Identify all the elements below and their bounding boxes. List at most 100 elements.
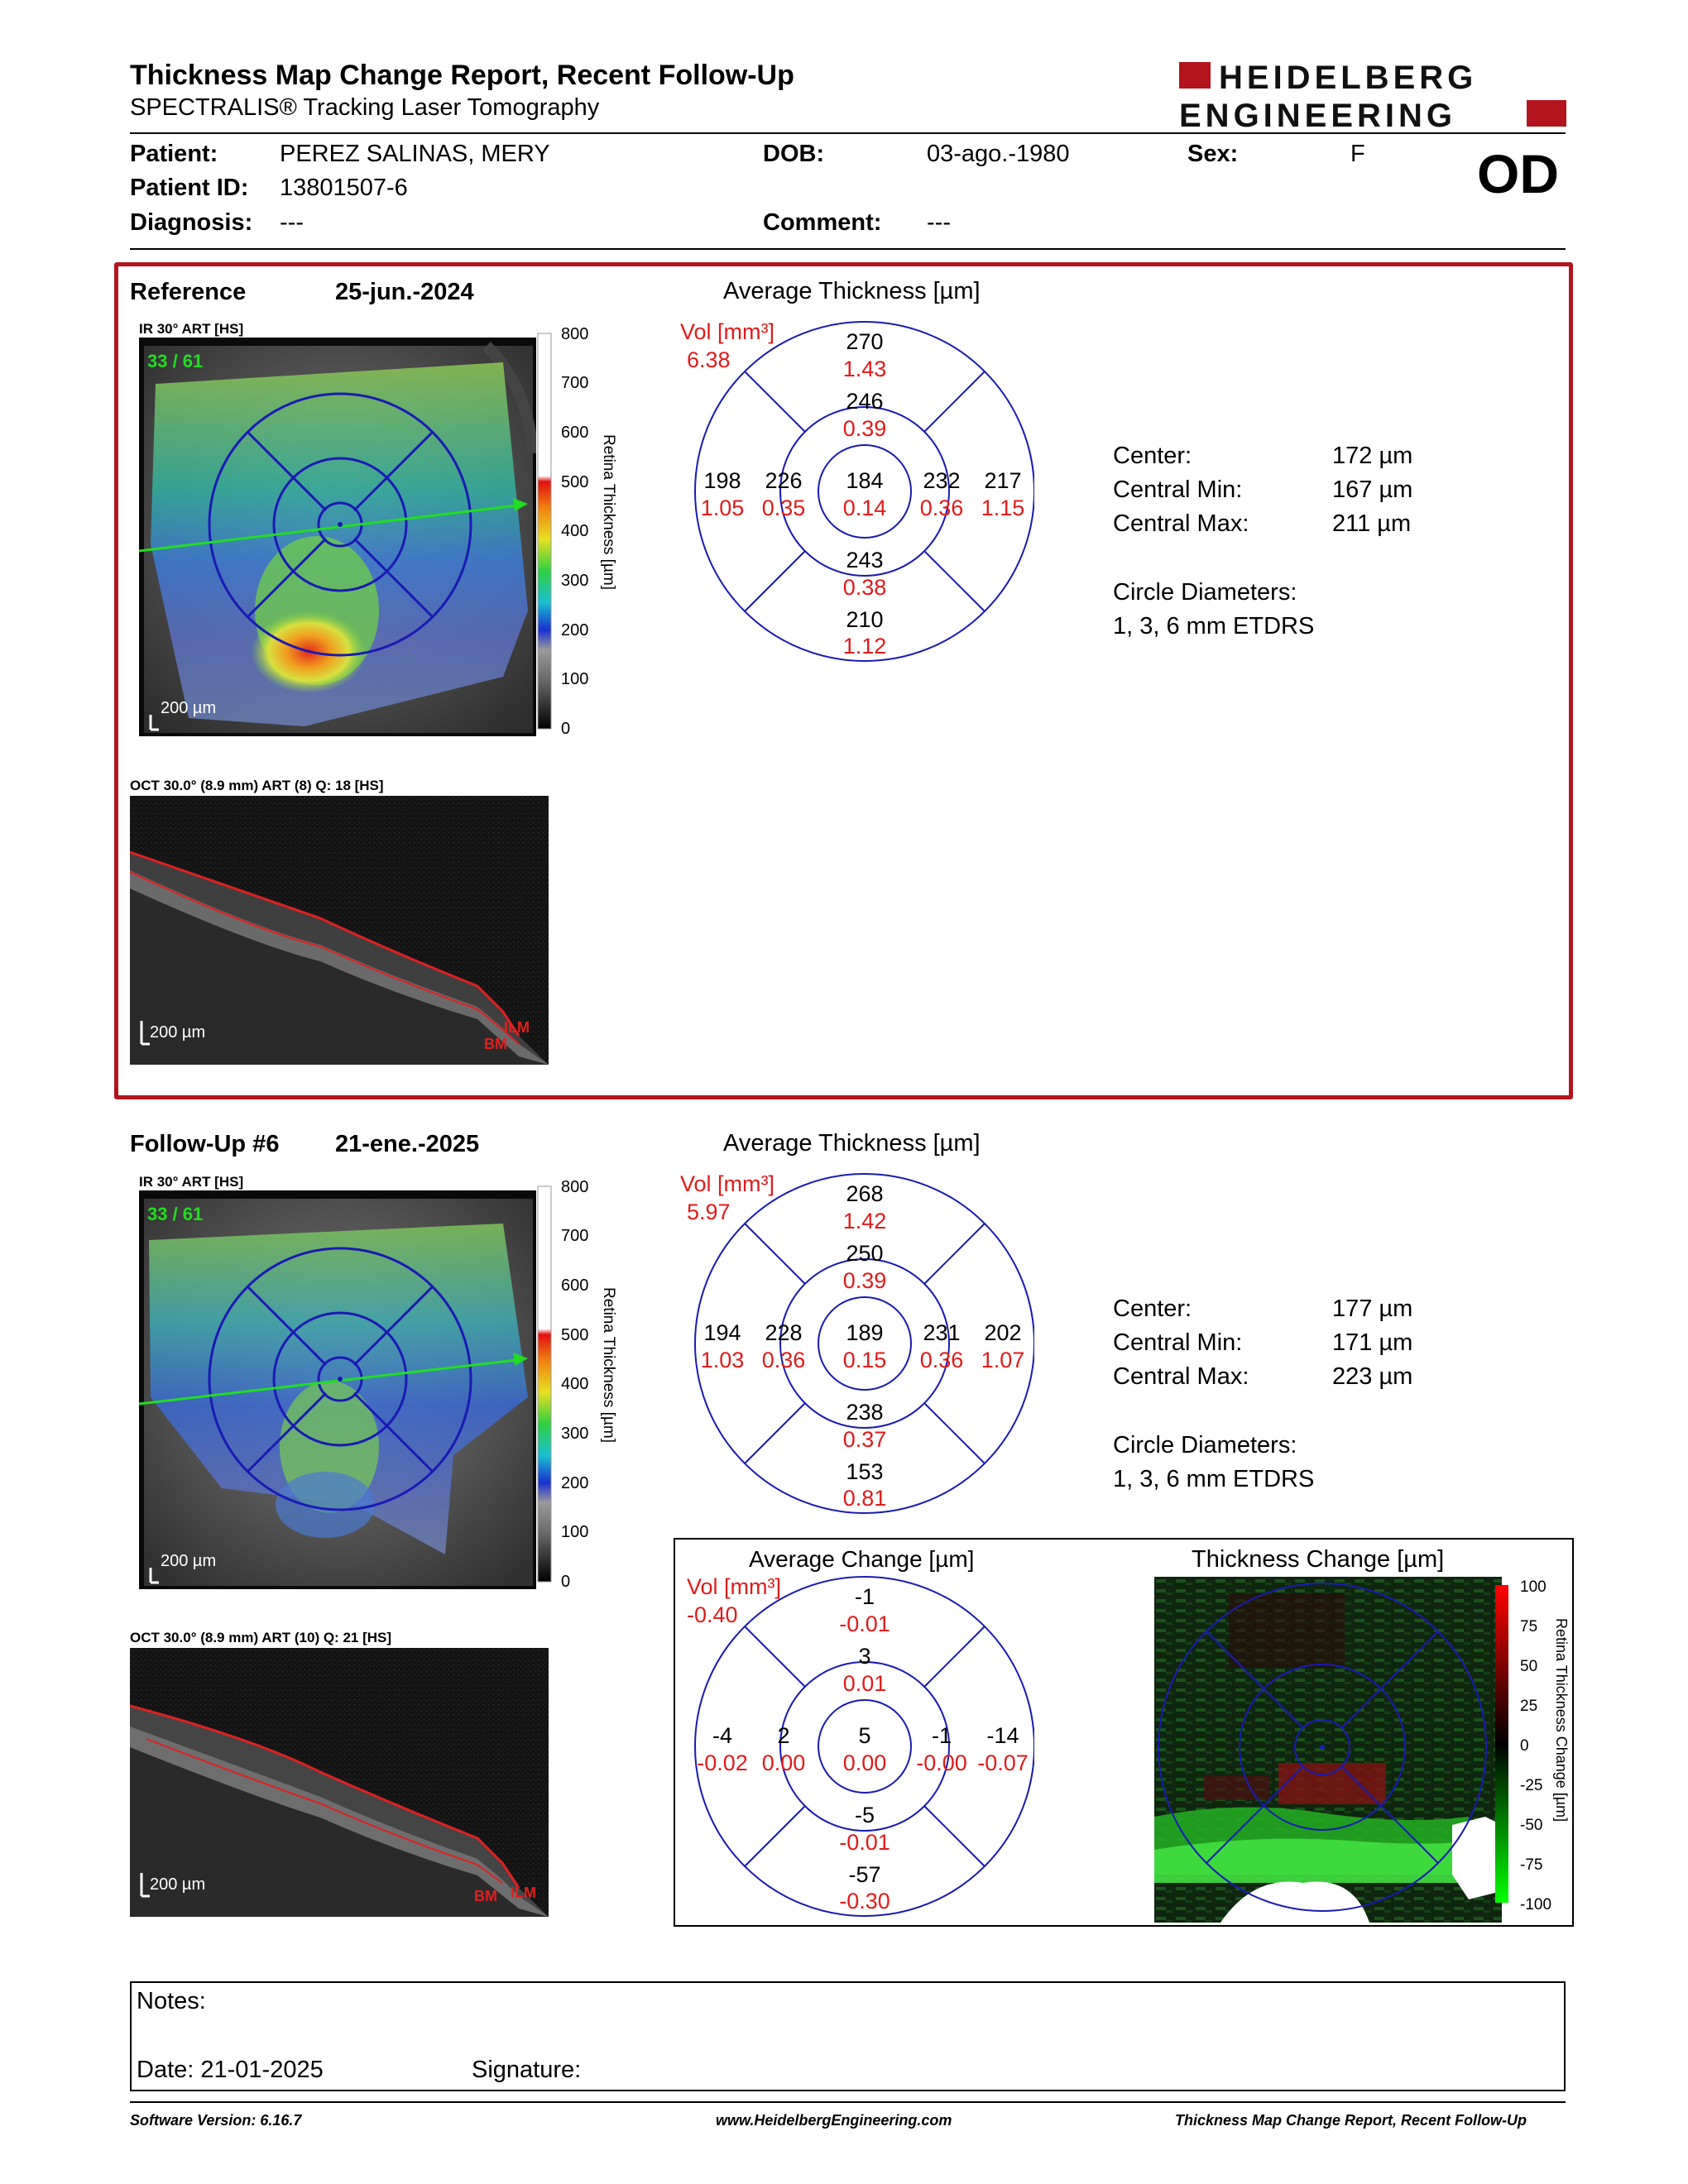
- logo-line1: HEIDELBERG: [1219, 60, 1477, 96]
- change-etdrs-grid: Vol [mm³] -0.40 -1 -0.01 3 0.01 -4 -0.02…: [687, 1574, 1034, 1917]
- center-value: 177 µm: [1332, 1296, 1413, 1322]
- nasal-outer-thickness: 202: [984, 1320, 1021, 1345]
- nasal-inner-thickness: 231: [923, 1320, 960, 1345]
- vol-total: 6.38: [687, 347, 731, 372]
- center-vol-change: 0.00: [843, 1751, 887, 1775]
- colorbar-tick: 200: [561, 621, 588, 639]
- date-label: Date: 21-01-2025: [137, 2057, 324, 2083]
- comment-label: Comment:: [763, 209, 882, 236]
- central-min-value: 167 µm: [1332, 477, 1413, 503]
- followup-etdrs-grid: Vol [mm³] 5.97 268 1.42 250 0.39 194 1.0…: [680, 1171, 1034, 1514]
- vol-label: Vol [mm³]: [687, 1574, 781, 1599]
- change-panel: [674, 1538, 1574, 1927]
- temporal-inner-volume: 0.35: [762, 496, 806, 520]
- colorbar-tick: 300: [561, 572, 588, 590]
- nasal-inner-thickness: 232: [923, 468, 960, 493]
- nasal-inner-volume: 0.36: [920, 1348, 964, 1372]
- notes-box[interactable]: [130, 1981, 1566, 2091]
- superior-outer-volume: 1.43: [843, 357, 887, 381]
- temporal-inner-thickness: 228: [765, 1320, 802, 1345]
- patient-id-label: Patient ID:: [130, 175, 249, 201]
- nasal-outer-vol-change: -0.07: [977, 1751, 1029, 1775]
- followup-ir-label: IR 30° ART [HS]: [139, 1174, 244, 1190]
- colorbar-tick: 300: [561, 1425, 588, 1443]
- notes-label: Notes:: [137, 1988, 206, 2014]
- superior-inner-change: 3: [858, 1644, 870, 1669]
- circle-diameters-label: Circle Diameters:: [1113, 1432, 1297, 1458]
- colorbar-tick: 0: [1520, 1737, 1529, 1755]
- followup-colorbar: 800 700 600 500 400 300 200 100 0 Retina…: [537, 1180, 617, 1591]
- footer-divider: [130, 2101, 1566, 2103]
- colorbar-tick: 400: [561, 522, 588, 540]
- followup-date: 21-ene.-2025: [335, 1131, 480, 1157]
- temporal-outer-vol-change: -0.02: [697, 1751, 748, 1775]
- colorbar-tick: 200: [561, 1474, 588, 1492]
- colorbar-tick: 600: [561, 424, 588, 442]
- report-title: Thickness Map Change Report, Recent Foll…: [130, 60, 794, 91]
- temporal-inner-volume: 0.36: [762, 1348, 806, 1372]
- nasal-outer-thickness: 217: [984, 468, 1021, 493]
- central-min-label: Central Min:: [1113, 1329, 1243, 1356]
- inferior-inner-volume: 0.38: [843, 575, 887, 600]
- inferior-inner-thickness: 243: [846, 548, 883, 572]
- eye-indicator: OD: [1477, 143, 1559, 204]
- reference-avg-title: Average Thickness [µm]: [723, 278, 981, 304]
- dob-value: 03-ago.-1980: [927, 141, 1070, 167]
- colorbar-title: Retina Thickness [µm]: [600, 434, 617, 590]
- temporal-inner-thickness: 226: [765, 468, 802, 493]
- inferior-inner-vol-change: -0.01: [839, 1830, 890, 1855]
- report-name-footer: Thickness Map Change Report, Recent Foll…: [1175, 2112, 1527, 2129]
- superior-inner-thickness: 246: [846, 389, 883, 414]
- temporal-outer-thickness: 198: [703, 468, 741, 493]
- central-max-label: Central Max:: [1113, 1363, 1249, 1390]
- reference-colorbar: 800 700 600 500 400 300 200 100 0 Retina…: [537, 327, 617, 738]
- central-max-label: Central Max:: [1113, 510, 1249, 537]
- center-thickness: 184: [846, 468, 883, 493]
- reference-fundus-map: 33 / 61 200 µm: [139, 338, 536, 736]
- colorbar-tick: 100: [561, 670, 588, 688]
- signature-label: Signature:: [472, 2057, 582, 2083]
- ilm-label: ILM: [511, 1885, 536, 1901]
- superior-inner-vol-change: 0.01: [843, 1671, 887, 1696]
- colorbar-tick: -50: [1520, 1817, 1542, 1834]
- reference-frame-counter: 33 / 61: [147, 351, 203, 371]
- diagnosis-value: ---: [280, 209, 304, 236]
- ilm-label: ILM: [504, 1019, 530, 1036]
- nasal-outer-volume: 1.15: [981, 496, 1025, 520]
- logo-line2: ENGINEERING: [1179, 98, 1456, 132]
- colorbar-tick: 500: [561, 1326, 588, 1344]
- reference-panel: [114, 262, 1573, 1099]
- patient-divider: [130, 248, 1566, 250]
- reference-oct-scale: 200 µm: [150, 1023, 205, 1042]
- inferior-outer-change: -57: [848, 1862, 880, 1887]
- center-label: Center:: [1113, 1296, 1192, 1322]
- vol-total: 5.97: [687, 1200, 731, 1224]
- colorbar-tick: 500: [561, 473, 588, 491]
- reference-oct-scan: 200 µm ILM BM: [130, 796, 549, 1065]
- colorbar-title: Retina Thickness [µm]: [600, 1287, 617, 1443]
- circle-diameters-value: 1, 3, 6 mm ETDRS: [1113, 613, 1315, 639]
- colorbar-tick: 0: [561, 720, 570, 738]
- report-subtitle: SPECTRALIS® Tracking Laser Tomography: [130, 94, 600, 121]
- followup-map-scale: 200 µm: [161, 1552, 216, 1570]
- colorbar-tick: -25: [1520, 1777, 1542, 1794]
- nasal-inner-change: -1: [932, 1723, 952, 1748]
- followup-frame-counter: 33 / 61: [147, 1204, 203, 1224]
- reference-oct-label: OCT 30.0° (8.9 mm) ART (8) Q: 18 [HS]: [130, 778, 384, 793]
- thickness-change-title: Thickness Change [µm]: [1192, 1546, 1445, 1573]
- temporal-outer-volume: 1.03: [701, 1348, 745, 1372]
- website-link[interactable]: www.HeidelbergEngineering.com: [716, 2112, 952, 2129]
- colorbar-tick: 600: [561, 1276, 588, 1295]
- vol-total-change: -0.40: [687, 1602, 738, 1627]
- colorbar-tick: 800: [561, 327, 588, 343]
- patient-name: PEREZ SALINAS, MERY: [280, 141, 550, 167]
- comment-value: ---: [927, 209, 951, 236]
- header-divider: [130, 132, 1566, 134]
- change-colorbar: 100 75 50 25 0 -25 -50 -75 -100 Retina T…: [1495, 1578, 1570, 1913]
- reference-label: Reference: [130, 279, 247, 305]
- superior-outer-thickness: 270: [846, 329, 883, 354]
- software-version: Software Version: 6.16.7: [130, 2112, 302, 2129]
- followup-label: Follow-Up #6: [130, 1131, 280, 1157]
- circle-diameters-label: Circle Diameters:: [1113, 579, 1297, 606]
- center-volume: 0.15: [843, 1348, 887, 1372]
